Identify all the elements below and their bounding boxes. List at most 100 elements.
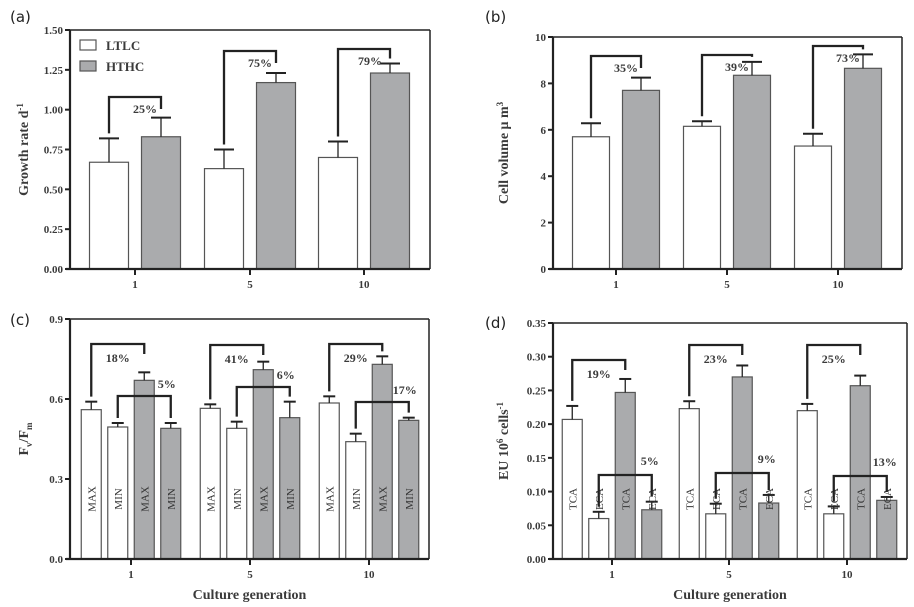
y-axis-title: Growth rate d-1 — [15, 103, 32, 196]
significance-bracket — [235, 385, 291, 417]
significance-label: 25% — [133, 102, 157, 116]
bar — [682, 125, 722, 270]
y-tick-label: 0.35 — [527, 318, 547, 330]
significance-bracket — [336, 47, 392, 137]
y-axis-title-part: cells — [497, 409, 512, 439]
y-tick-label: 6 — [541, 125, 547, 137]
bar — [88, 161, 130, 270]
legend-label: LTLC — [106, 38, 140, 53]
y-axis-title: Fv/Fm — [17, 422, 34, 456]
significance-bracket — [354, 400, 410, 429]
significance-label: 23% — [704, 352, 728, 366]
x-tick-label: 10 — [842, 569, 854, 581]
significance-bracket — [90, 342, 146, 397]
y-axis-title-part: -1 — [495, 401, 505, 409]
bar-label: ECA — [882, 488, 894, 510]
bar-label: ECA — [764, 488, 776, 510]
significance-bracket — [688, 343, 744, 397]
significance-label: 9% — [758, 452, 776, 466]
y-axis-title-part: Cell volume μ m — [497, 106, 512, 204]
bar-label: TCA — [620, 488, 632, 510]
panel-c: (c) MAX MAX MAX MIN MIN MIN MAX MAX MAX MIN MIN MIN 1… — [10, 311, 430, 603]
significance-label: 5% — [158, 377, 176, 391]
y-tick-label: 0.6 — [49, 394, 63, 406]
significance-label: 79% — [358, 54, 382, 68]
x-tick-label: 1 — [613, 279, 619, 291]
panel-b: (b) 35% 39% 73% 0 2 4 6 8 10 1 5 10 Cell volume μ m3 — [485, 8, 903, 291]
bar-label: MAX — [205, 486, 217, 512]
significance-bracket — [589, 54, 643, 119]
y-axis-title: EU 106 cells-1 — [495, 401, 512, 480]
bar — [252, 369, 274, 560]
bar-label: TCA — [737, 488, 749, 510]
y-axis-title-part: Growth rate d — [17, 110, 32, 195]
x-tick-label: 5 — [726, 569, 732, 581]
y-axis-title: Cell volume μ m3 — [495, 101, 512, 204]
x-tick-label: 1 — [609, 569, 615, 581]
y-tick-label: 0.3 — [49, 474, 63, 486]
y-tick-label: 2 — [541, 218, 547, 230]
bar — [255, 81, 297, 270]
significance-label: 29% — [344, 351, 368, 365]
bar — [678, 408, 700, 560]
bar-label: MAX — [139, 486, 151, 512]
bar — [199, 407, 221, 560]
y-axis-title-part: F — [17, 447, 32, 456]
bar-label: MAX — [377, 486, 389, 512]
y-tick-label: 8 — [541, 78, 547, 90]
bar-label: TCA — [855, 488, 867, 510]
bar-label: MAX — [324, 486, 336, 512]
x-tick-label: 1 — [132, 279, 138, 291]
legend-swatch — [79, 60, 97, 72]
y-tick-label: 10 — [535, 32, 547, 44]
y-axis-title-part: EU 10 — [497, 443, 512, 480]
bar-label: ECA — [711, 488, 723, 510]
y-tick-label: 0.75 — [44, 145, 64, 157]
bar — [140, 136, 182, 270]
panel-label: (b) — [485, 8, 506, 26]
bar-label: MIN — [404, 488, 416, 509]
y-tick-label: 0.00 — [527, 554, 547, 566]
bar — [843, 67, 883, 270]
y-tick-label: 1.25 — [44, 65, 64, 77]
bar-label: MIN — [351, 488, 363, 509]
bar-label: TCA — [567, 488, 579, 510]
significance-label: 35% — [614, 61, 638, 75]
panel-label: (a) — [10, 8, 31, 26]
significance-bracket — [806, 343, 862, 399]
bar — [793, 145, 833, 270]
significance-label: 6% — [277, 368, 295, 382]
y-tick-label: 0.10 — [527, 487, 547, 499]
y-tick-label: 0.25 — [44, 224, 64, 236]
bar — [588, 517, 610, 560]
bar — [621, 89, 661, 270]
bar-label: ECA — [647, 488, 659, 510]
significance-bracket — [116, 394, 172, 418]
y-tick-label: 4 — [541, 171, 547, 183]
significance-bracket — [811, 44, 865, 129]
y-tick-label: 0.0 — [49, 554, 63, 566]
x-tick-label: 5 — [247, 279, 253, 291]
y-tick-label: 0.25 — [527, 385, 547, 397]
x-tick-label: 5 — [247, 569, 253, 581]
bar — [133, 379, 155, 560]
legend-swatch — [79, 39, 97, 51]
bar — [732, 74, 772, 270]
significance-label: 13% — [873, 455, 897, 469]
significance-label: 75% — [248, 56, 272, 70]
bar — [641, 509, 663, 560]
bar — [758, 502, 780, 560]
bar — [318, 402, 340, 560]
significance-label: 73% — [836, 51, 860, 65]
panel-a: (a) 25% 75% 79% 0.00 0.25 0.50 0.75 1.00 1.25 1.50… — [10, 8, 431, 291]
significance-bracket — [222, 49, 278, 145]
x-tick-label: 1 — [128, 569, 134, 581]
bar-label: MIN — [285, 488, 297, 509]
y-tick-label: 0.00 — [44, 264, 64, 276]
x-tick-label: 10 — [359, 279, 371, 291]
bar-label: MIN — [166, 488, 178, 509]
bar-label: MAX — [258, 486, 270, 512]
bar — [849, 385, 871, 560]
y-tick-label: 0.50 — [44, 184, 64, 196]
